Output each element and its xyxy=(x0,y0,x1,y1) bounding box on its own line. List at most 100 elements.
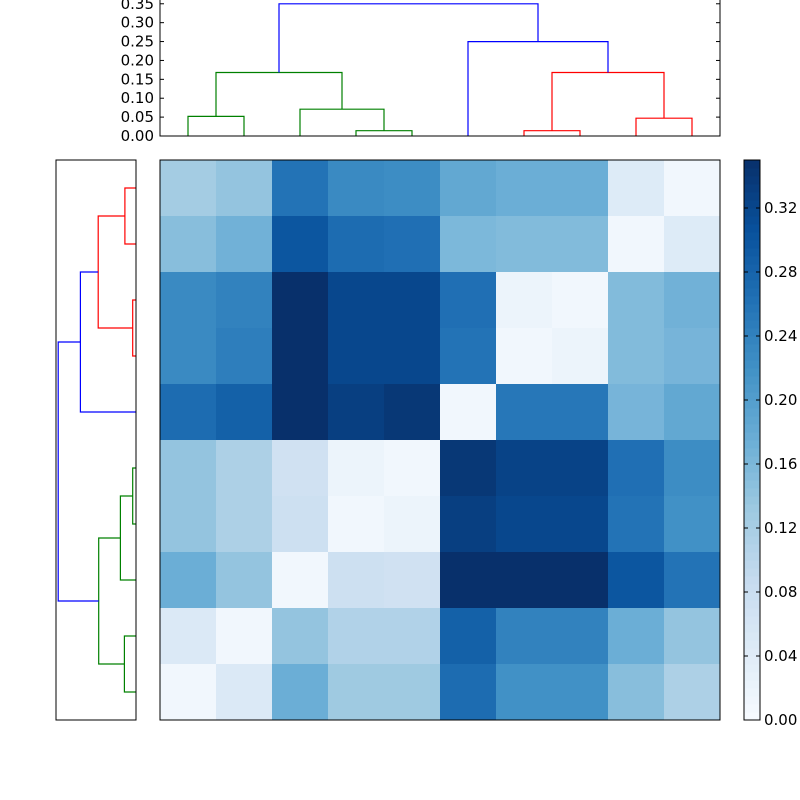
heatmap-cell xyxy=(328,328,385,385)
colorbar-segment xyxy=(744,384,760,393)
heatmap-cell xyxy=(160,272,217,329)
colorbar-segment xyxy=(744,536,760,545)
colorbar-segment xyxy=(744,592,760,601)
heatmap-cell xyxy=(216,496,273,553)
dendrogram-link xyxy=(355,130,413,136)
colorbar-segment xyxy=(744,400,760,409)
colorbar-segment xyxy=(744,688,760,697)
dendrogram-link xyxy=(551,71,665,131)
heatmap-cell xyxy=(664,384,721,441)
colorbar-tick-label: 0.04 xyxy=(764,647,797,665)
colorbar-segment xyxy=(744,288,760,297)
heatmap-cell xyxy=(384,216,441,273)
heatmap-cell xyxy=(496,496,553,553)
heatmap-cell xyxy=(272,384,329,441)
top-dendrogram-frame xyxy=(159,0,721,137)
colorbar-segment xyxy=(744,624,760,633)
heatmap-cell xyxy=(552,160,609,217)
colorbar-segment xyxy=(744,296,760,305)
dendrogram-link xyxy=(57,341,99,602)
colorbar-tick-label: 0.24 xyxy=(764,327,797,345)
colorbar-segment xyxy=(744,480,760,489)
heatmap-cell xyxy=(328,440,385,497)
colorbar-segment xyxy=(744,712,760,721)
colorbar-tick-label: 0.00 xyxy=(764,711,797,729)
heatmap-cell xyxy=(496,216,553,273)
heatmap-cell xyxy=(440,664,497,721)
heatmap-cell xyxy=(552,272,609,329)
heatmap-cell xyxy=(496,272,553,329)
colorbar-segment xyxy=(744,312,760,321)
colorbar-segment xyxy=(744,168,760,177)
colorbar-segment xyxy=(744,664,760,673)
colorbar-segment xyxy=(744,616,760,625)
heatmap-cell xyxy=(272,440,329,497)
heatmap-cell xyxy=(608,664,665,721)
heatmap-cell xyxy=(272,160,329,217)
heatmap-cell xyxy=(664,216,721,273)
heatmap-cell xyxy=(384,608,441,665)
colorbar-tick-label: 0.08 xyxy=(764,583,797,601)
heatmap-cell xyxy=(216,160,273,217)
colorbar-segment xyxy=(744,360,760,369)
heatmap-cell xyxy=(216,552,273,609)
heatmap-cell xyxy=(384,160,441,217)
colorbar-segment xyxy=(744,656,760,665)
heatmap-cell xyxy=(160,496,217,553)
colorbar-segment xyxy=(744,704,760,713)
colorbar-segment xyxy=(744,344,760,353)
colorbar-segment xyxy=(744,520,760,529)
heatmap-cell xyxy=(272,496,329,553)
heatmap-cell xyxy=(552,552,609,609)
colorbar-segment xyxy=(744,576,760,585)
colorbar-segment xyxy=(744,504,760,513)
colorbar-segment xyxy=(744,184,760,193)
dendrogram-link xyxy=(299,108,385,136)
colorbar-tick-label: 0.16 xyxy=(764,455,797,473)
heatmap-cell xyxy=(216,272,273,329)
heatmap-cell xyxy=(160,664,217,721)
heatmap-cell xyxy=(160,328,217,385)
colorbar-segment xyxy=(744,640,760,649)
colorbar-segment xyxy=(744,528,760,537)
heatmap-cell xyxy=(160,384,217,441)
heatmap-cell xyxy=(608,440,665,497)
dendrogram-link xyxy=(123,635,136,693)
colorbar-tick-label: 0.28 xyxy=(764,263,797,281)
heatmap-cell xyxy=(552,216,609,273)
left-dendrogram-frame xyxy=(55,159,137,721)
heatmap-cell xyxy=(160,608,217,665)
y-tick-label: 0.00 xyxy=(121,127,154,145)
colorbar-segment xyxy=(744,352,760,361)
dendrogram-link xyxy=(187,115,245,136)
heatmap-cell xyxy=(384,440,441,497)
colorbar-segment xyxy=(744,696,760,705)
heatmap-cell xyxy=(328,384,385,441)
heatmap-cell xyxy=(496,608,553,665)
heatmap-cell xyxy=(608,272,665,329)
colorbar-segment xyxy=(744,176,760,185)
heatmap-cell xyxy=(664,160,721,217)
colorbar-segment xyxy=(744,568,760,577)
dendrogram-link xyxy=(635,117,693,136)
heatmap-cell xyxy=(608,384,665,441)
colorbar-segment xyxy=(744,512,760,521)
colorbar-segment xyxy=(744,256,760,265)
y-tick-label: 0.35 xyxy=(121,0,154,13)
heatmap-cell xyxy=(328,160,385,217)
dendrogram-link xyxy=(523,130,581,136)
colorbar-segment xyxy=(744,336,760,345)
colorbar-segment xyxy=(744,584,760,593)
colorbar-tick-label: 0.12 xyxy=(764,519,797,537)
heatmap-cell xyxy=(272,608,329,665)
heatmap-cell xyxy=(608,608,665,665)
heatmap-cell xyxy=(552,328,609,385)
heatmap-cell xyxy=(440,272,497,329)
heatmap-cell xyxy=(328,664,385,721)
heatmap-cell xyxy=(664,496,721,553)
heatmap-cell xyxy=(608,496,665,553)
colorbar-segment xyxy=(744,192,760,201)
heatmap-cell xyxy=(440,328,497,385)
heatmap-cell xyxy=(328,552,385,609)
heatmap-cell xyxy=(328,496,385,553)
